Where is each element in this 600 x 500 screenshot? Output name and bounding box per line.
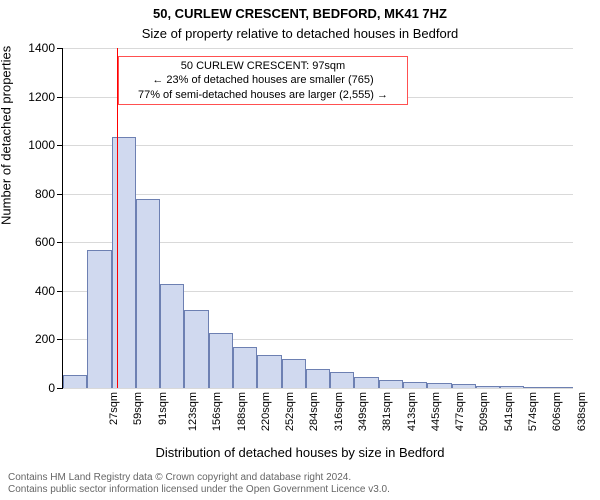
y-tick [57,291,63,292]
x-tick-label: 413sqm [406,392,418,431]
y-tick-label: 800 [35,187,55,201]
y-grid-line [63,194,573,195]
y-tick [57,388,63,389]
x-axis-label: Distribution of detached houses by size … [0,445,600,460]
bar [549,387,573,388]
y-tick-label: 600 [35,235,55,249]
bar [282,359,306,388]
y-tick [57,48,63,49]
bar [257,355,281,388]
footer-line-1: Contains HM Land Registry data © Crown c… [8,472,390,484]
bar [63,375,87,388]
y-tick-label: 200 [35,332,55,346]
bar [136,199,160,388]
y-tick [57,194,63,195]
y-grid-line [63,145,573,146]
y-tick [57,339,63,340]
x-tick-label: 445sqm [430,392,442,431]
footer-line-2: Contains public sector information licen… [8,484,390,496]
info-line-3: 77% of semi-detached houses are larger (… [125,88,401,102]
bar [452,384,476,388]
bar [209,333,233,388]
bar [306,369,330,388]
y-axis-label: Number of detached properties [0,46,14,225]
bar [379,380,403,389]
info-box: 50 CURLEW CRESCENT: 97sqm← 23% of detach… [118,56,408,105]
x-tick-label: 349sqm [357,392,369,431]
x-tick-label: 188sqm [236,392,248,431]
y-tick-label: 1200 [28,90,55,104]
x-tick-label: 156sqm [211,392,223,431]
bar [233,347,257,388]
bar [500,386,524,388]
bar [354,377,378,388]
y-tick [57,242,63,243]
x-tick-label: 606sqm [551,392,563,431]
bar [403,382,427,388]
bar [476,386,500,388]
x-tick-label: 284sqm [309,392,321,431]
bar [160,284,184,388]
y-tick [57,97,63,98]
x-tick-label: 574sqm [527,392,539,431]
title-main: 50, CURLEW CRESCENT, BEDFORD, MK41 7HZ [0,6,600,21]
y-tick-label: 1400 [28,41,55,55]
x-tick-label: 477sqm [454,392,466,431]
x-tick-label: 252sqm [284,392,296,431]
y-tick [57,145,63,146]
x-tick-label: 509sqm [479,392,491,431]
y-tick-label: 1000 [28,138,55,152]
x-tick-label: 91sqm [157,392,169,425]
info-line-2: ← 23% of detached houses are smaller (76… [125,73,401,87]
x-tick-label: 381sqm [381,392,393,431]
y-grid-line [63,388,573,389]
title-sub: Size of property relative to detached ho… [0,26,600,41]
x-tick-label: 316sqm [333,392,345,431]
info-line-1: 50 CURLEW CRESCENT: 97sqm [125,59,401,73]
x-tick-label: 59sqm [132,392,144,425]
y-tick-label: 0 [48,381,55,395]
footer-text: Contains HM Land Registry data © Crown c… [8,472,390,496]
bar [330,372,354,388]
y-tick-label: 400 [35,284,55,298]
bar [524,387,548,388]
x-tick-label: 27sqm [108,392,120,425]
y-grid-line [63,48,573,49]
x-tick-label: 541sqm [503,392,515,431]
bar [184,310,208,388]
bar [87,250,111,388]
bar [427,383,451,388]
plot-area: 020040060080010001200140027sqm59sqm91sqm… [62,48,573,389]
chart-container: { "title": { "main": "50, CURLEW CRESCEN… [0,0,600,500]
x-tick-label: 123sqm [187,392,199,431]
x-tick-label: 220sqm [260,392,272,431]
bar [112,137,136,388]
x-tick-label: 638sqm [576,392,588,431]
